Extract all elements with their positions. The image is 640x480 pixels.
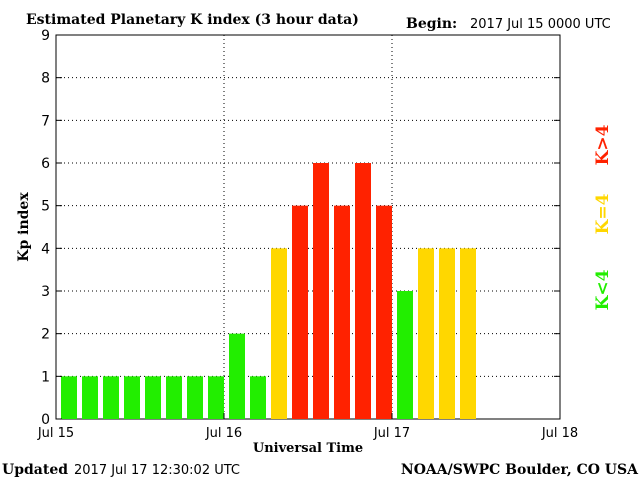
y-tick-label: 6 [41, 156, 50, 172]
y-tick-label: 0 [41, 412, 50, 428]
x-axis-label: Universal Time [253, 441, 363, 456]
y-tick-label: 5 [41, 199, 50, 215]
x-tick-label: Jul 18 [541, 426, 578, 441]
kp-bar [124, 376, 140, 419]
kp-bar [460, 248, 476, 419]
y-axis-ticks: 0 1 2 3 4 5 6 7 8 9 [41, 28, 560, 428]
x-tick-label: Jul 16 [205, 426, 242, 441]
kp-bar [292, 205, 308, 419]
legend: K<4 K=4 K>4 [593, 124, 613, 310]
y-tick-label: 3 [41, 284, 50, 300]
kp-bar [397, 291, 413, 419]
x-axis-ticks: Jul 15 Jul 16 Jul 17 Jul 18 [37, 413, 578, 441]
kp-bars [61, 163, 476, 419]
begin-label: Begin: [406, 16, 457, 32]
chart-title: Estimated Planetary K index (3 hour data… [26, 12, 359, 28]
y-tick-label: 8 [41, 71, 50, 87]
legend-entry: K>4 [593, 124, 613, 165]
kp-bar [187, 376, 203, 419]
x-tick-label: Jul 15 [37, 426, 74, 441]
kp-bar [229, 333, 245, 419]
y-tick-label: 1 [41, 369, 50, 385]
kp-bar [334, 205, 350, 419]
kp-bar [82, 376, 98, 419]
y-axis-label: Kp index [16, 192, 32, 262]
kp-bar [145, 376, 161, 419]
kp-bar [376, 205, 392, 419]
kp-bar [271, 248, 287, 419]
kp-bar [166, 376, 182, 419]
legend-entry: K<4 [593, 269, 613, 310]
y-tick-label: 2 [41, 327, 50, 343]
kp-bar [355, 163, 371, 419]
y-tick-label: 4 [41, 241, 50, 257]
data-source: NOAA/SWPC Boulder, CO USA [401, 462, 639, 478]
kp-bar [250, 376, 266, 419]
kp-bar [103, 376, 119, 419]
kp-bar [439, 248, 455, 419]
legend-entry: K=4 [593, 193, 613, 234]
y-tick-label: 9 [41, 28, 50, 44]
y-tick-label: 7 [41, 113, 50, 129]
kp-bar [61, 376, 77, 419]
kp-bar [208, 376, 224, 419]
x-tick-label: Jul 17 [373, 426, 410, 441]
updated-label: Updated [2, 462, 68, 478]
kp-bar [313, 163, 329, 419]
kp-bar [418, 248, 434, 419]
updated-timestamp: 2017 Jul 17 12:30:02 UTC [74, 463, 240, 478]
begin-date: 2017 Jul 15 0000 UTC [470, 17, 611, 32]
